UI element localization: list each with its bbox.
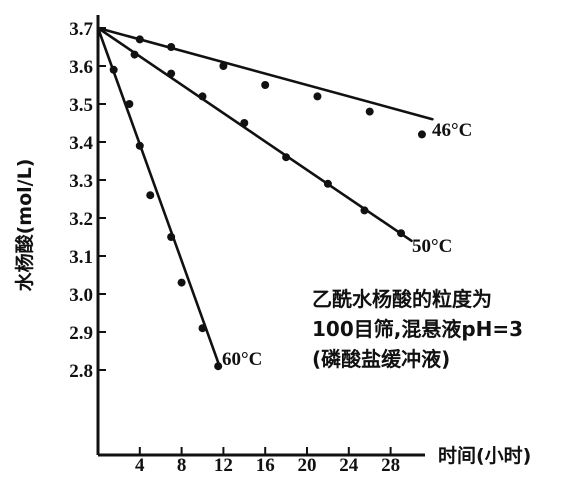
series-label-46: 46°C (432, 120, 472, 141)
series-label-50: 50°C (412, 236, 452, 257)
series-60: 60°C (96, 26, 262, 371)
series-label-60: 60°C (222, 349, 262, 370)
data-point (282, 153, 291, 162)
x-ticks: 4 8 12 16 20 24 28 (135, 447, 400, 476)
y-tick-label: 3.7 (69, 19, 93, 40)
y-tick-label: 3.1 (69, 247, 93, 268)
annotation-line-1: 乙酰水杨酸的粒度为 (312, 287, 492, 311)
data-point (261, 81, 270, 89)
x-tick-label: 16 (256, 455, 275, 476)
x-tick-label: 4 (135, 455, 145, 476)
x-tick-label: 8 (177, 455, 187, 476)
y-tick-label: 3.4 (69, 133, 93, 154)
series-layer: 46°C 50°C 60°C (96, 26, 472, 371)
data-point (323, 179, 332, 188)
data-point (360, 206, 369, 215)
data-point (198, 92, 207, 101)
x-tick-label: 12 (214, 455, 233, 476)
fit-line-60 (96, 26, 220, 364)
data-point (313, 92, 322, 101)
annotation: 乙酰水杨酸的粒度为 100目筛,混悬液pH=3 (磷酸盐缓冲液) (312, 287, 523, 371)
data-point (240, 119, 249, 127)
data-point (146, 191, 155, 200)
series-50: 50°C (96, 26, 452, 257)
data-point (135, 35, 144, 44)
y-ticks: 3.7 3.6 3.5 3.4 3.3 3.2 3.1 3.0 2.9 2.8 (69, 19, 106, 382)
data-point (177, 278, 186, 287)
y-tick-label: 3.6 (69, 57, 93, 78)
y-tick-label: 2.8 (69, 361, 93, 382)
data-point (167, 69, 176, 78)
x-tick-label: 28 (381, 455, 400, 476)
axes (96, 15, 425, 457)
y-tick-label: 2.9 (69, 323, 93, 344)
data-point (167, 233, 176, 241)
x-tick-label: 20 (298, 455, 317, 476)
x-axis-title: 时间(小时) (438, 445, 531, 467)
series-46: 46°C (96, 26, 472, 141)
data-point (397, 229, 406, 238)
data-point (219, 62, 228, 70)
data-point (365, 107, 374, 116)
y-tick-label: 3.2 (69, 209, 93, 230)
data-point (198, 324, 207, 333)
data-point (125, 100, 134, 108)
data-point (130, 50, 139, 59)
fit-line-50 (96, 26, 413, 243)
fit-line-46 (96, 26, 434, 121)
annotation-line-2: 100目筛,混悬液pH=3 (312, 317, 523, 341)
y-tick-label: 3.0 (69, 285, 93, 306)
data-point (417, 130, 426, 139)
data-point (109, 65, 118, 74)
y-axis-title: 水杨酸(mol/L) (13, 159, 36, 292)
x-tick-label: 24 (339, 455, 359, 476)
y-tick-label: 3.3 (69, 171, 93, 192)
annotation-line-3: (磷酸盐缓冲液) (312, 347, 450, 371)
data-point (135, 141, 144, 150)
y-tick-label: 3.5 (69, 95, 93, 116)
data-point (214, 362, 223, 371)
data-point (167, 43, 176, 51)
